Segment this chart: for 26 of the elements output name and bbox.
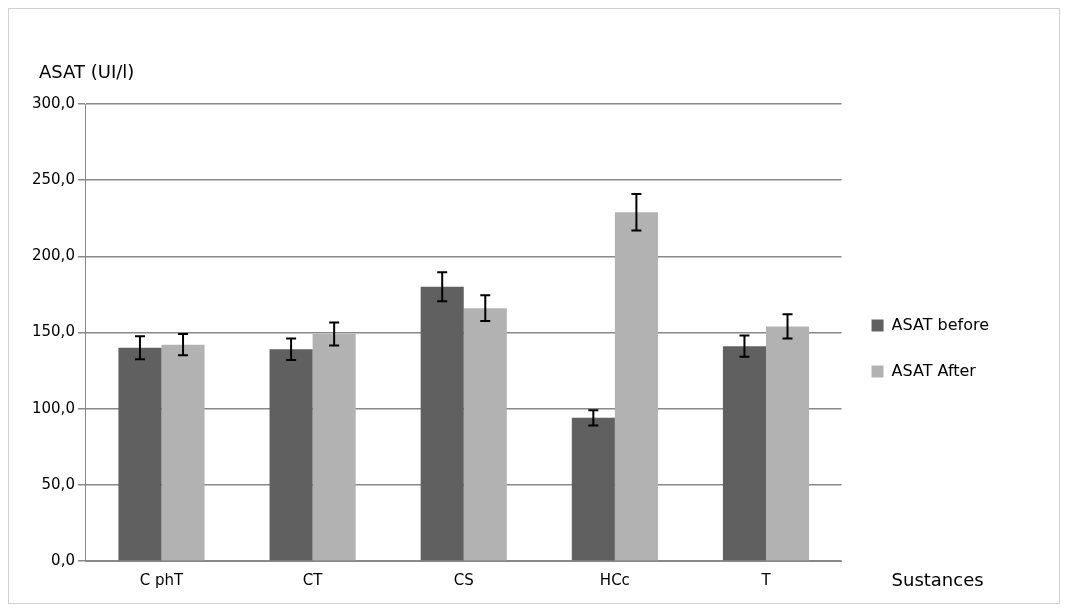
y-tick-label: 150,0 [31,322,75,341]
bar [312,334,356,561]
bar [269,349,313,561]
bar [420,286,464,561]
legend-label: ASAT before [891,314,989,334]
y-tick-label: 0,0 [51,550,75,569]
bar [463,308,507,561]
y-tick-label: 250,0 [31,170,75,189]
y-tick-label: 300,0 [31,93,75,112]
bar [571,417,615,561]
y-tick-label: 100,0 [31,398,75,417]
bar [765,326,810,561]
x-tick-label: CS [453,570,474,589]
x-tick-label: CT [302,570,324,589]
legend-label: ASAT After [891,360,977,380]
y-tick-label: 200,0 [31,246,75,265]
y-tick-label: 50,0 [41,474,75,493]
bar [614,212,658,561]
x-tick-label: C phT [139,570,185,589]
x-tick-label: T [760,570,772,589]
bar [722,346,766,561]
x-tick-label: HCc [599,570,630,589]
bar [161,344,205,561]
bar [118,347,162,561]
y-axis-title: ASAT (UI/l) [39,60,135,82]
x-axis-title: Sustances [891,568,984,590]
